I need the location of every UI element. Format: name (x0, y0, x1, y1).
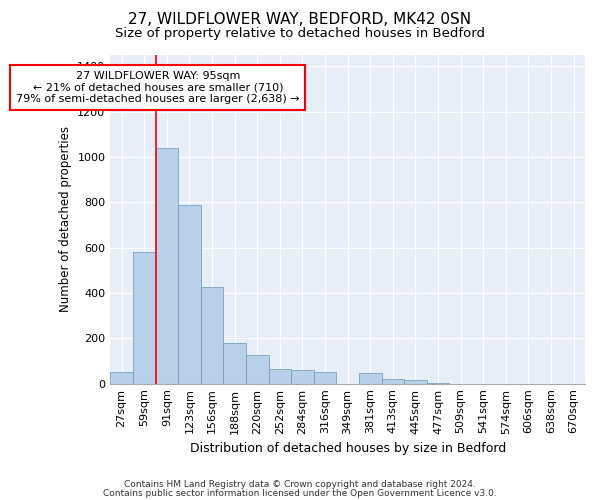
Text: Contains HM Land Registry data © Crown copyright and database right 2024.: Contains HM Land Registry data © Crown c… (124, 480, 476, 489)
Bar (133, 252, 155, 384)
Bar (178, 204, 201, 384)
Text: Contains public sector information licensed under the Open Government Licence v3: Contains public sector information licen… (103, 488, 497, 498)
Bar (359, 374, 382, 384)
Bar (314, 372, 337, 384)
Bar (110, 372, 133, 384)
Text: 27, WILDFLOWER WAY, BEDFORD, MK42 0SN: 27, WILDFLOWER WAY, BEDFORD, MK42 0SN (128, 12, 472, 28)
Bar (246, 356, 269, 384)
Bar (427, 382, 449, 384)
Bar (201, 288, 223, 384)
Bar (269, 369, 291, 384)
X-axis label: Distribution of detached houses by size in Bedford: Distribution of detached houses by size … (190, 442, 506, 455)
Bar (382, 379, 404, 384)
Bar (155, 148, 178, 384)
Text: Size of property relative to detached houses in Bedford: Size of property relative to detached ho… (115, 28, 485, 40)
Y-axis label: Number of detached properties: Number of detached properties (59, 126, 72, 312)
Bar (223, 343, 246, 384)
Bar (291, 370, 314, 384)
Text: 27 WILDFLOWER WAY: 95sqm
← 21% of detached houses are smaller (710)
79% of semi-: 27 WILDFLOWER WAY: 95sqm ← 21% of detach… (16, 71, 299, 104)
Bar (404, 380, 427, 384)
